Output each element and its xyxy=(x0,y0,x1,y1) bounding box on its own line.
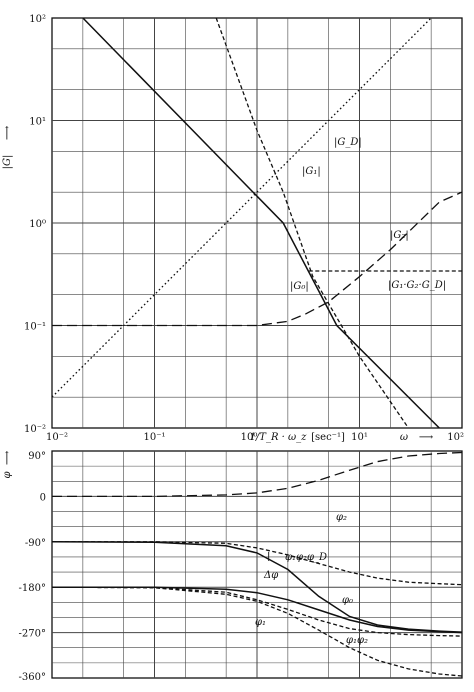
x-axis-label-normalized: 1/T_R · ω_z xyxy=(250,432,308,443)
annotation-g1: |G₁| xyxy=(302,166,321,177)
phase-grid xyxy=(52,451,462,678)
x-tick-label: 10² xyxy=(447,432,464,443)
magnitude-grid xyxy=(52,18,462,428)
magnitude-axis-arrow: ⟶ xyxy=(2,126,13,140)
phase-plot: 90° 0 -90° -180° -270° -360° xyxy=(19,450,463,683)
annotation-phi0: φ₀ xyxy=(342,595,353,606)
series-line xyxy=(52,18,433,398)
annotation-phi1phi2phid: φ₁φ₂φ_D xyxy=(285,552,327,563)
y-tick-label: 10² xyxy=(29,14,46,25)
magnitude-y-ticks: 10² 10¹ 10⁰ 10⁻¹ 10⁻² xyxy=(24,14,46,435)
y-tick-label: 10⁻¹ xyxy=(24,322,46,333)
x-axis-label-omega: ω xyxy=(400,432,408,443)
frequency-x-ticks: 10⁻² 10⁻¹ 10⁰ 10¹ 10² xyxy=(46,432,464,443)
y-tick-label: -90° xyxy=(25,538,46,549)
annotation-g2: |G₂| xyxy=(390,230,409,241)
annotation-phi1: φ₁ xyxy=(255,617,266,628)
x-tick-label: 10⁰ xyxy=(241,432,258,443)
magnitude-plot: 10² 10¹ 10⁰ 10⁻¹ 10⁻² 10⁻² 10⁻¹ 10⁰ 10¹ 10² xyxy=(24,14,464,443)
x-tick-label: 10⁻¹ xyxy=(143,432,165,443)
annotation-phi2: φ₂ xyxy=(336,512,347,523)
y-tick-label: -360° xyxy=(19,672,46,683)
y-tick-label: 90° xyxy=(28,451,46,462)
y-tick-label: 0 xyxy=(40,492,46,503)
series-line xyxy=(52,541,462,586)
y-tick-label: -180° xyxy=(19,583,46,594)
series-line xyxy=(52,586,462,637)
series-line xyxy=(52,451,462,498)
x-tick-label: 10⁻² xyxy=(46,432,68,443)
annotation-gd: |G_D| xyxy=(334,137,362,148)
magnitude-axis-label: |G| xyxy=(2,155,13,170)
series-line xyxy=(82,18,440,428)
phase-curves xyxy=(52,451,462,677)
y-tick-label: 10⁰ xyxy=(29,219,46,230)
x-axis-unit: [sec⁻¹] xyxy=(311,432,345,443)
y-tick-label: 10⁻² xyxy=(24,424,46,435)
y-tick-label: 10¹ xyxy=(29,117,46,128)
x-axis-arrow: ⟶ xyxy=(419,432,433,443)
series-line xyxy=(52,586,462,634)
annotation-phi1phi2: φ₁φ₂ xyxy=(346,635,368,646)
phase-y-ticks: 90° 0 -90° -180° -270° -360° xyxy=(19,451,46,683)
annotation-delta-phi: Δφ xyxy=(263,570,278,581)
series-line xyxy=(52,541,462,633)
phase-axis-arrow: ⟶ xyxy=(2,451,13,465)
series-line xyxy=(215,18,409,428)
y-tick-label: -270° xyxy=(19,629,46,640)
series-line xyxy=(52,586,462,677)
annotation-g1g2gd: |G₁·G₂·G_D| xyxy=(388,280,446,291)
annotation-g0: |G₀| xyxy=(290,281,309,292)
series-line xyxy=(52,191,462,327)
x-tick-label: 10¹ xyxy=(351,432,368,443)
magnitude-curves xyxy=(52,18,462,428)
phase-axis-label: φ xyxy=(2,471,13,478)
